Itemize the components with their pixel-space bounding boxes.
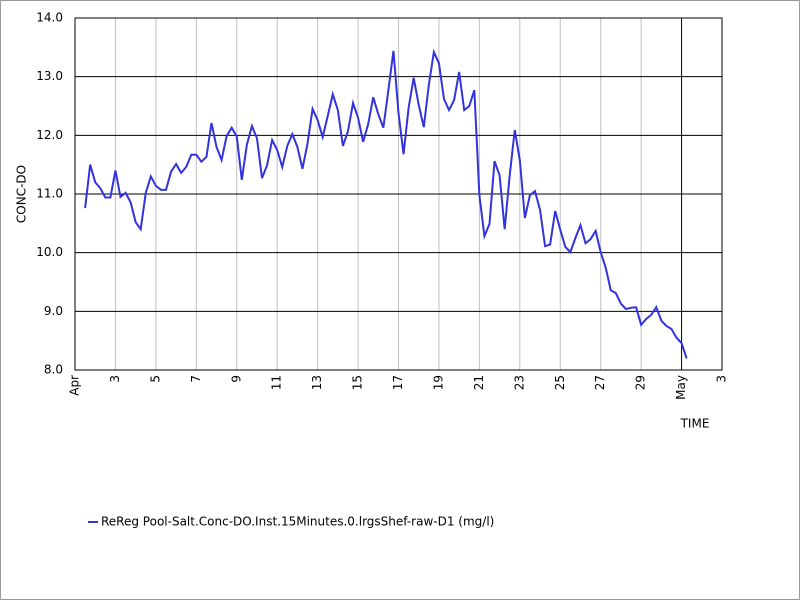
- y-tick-label: 9.0: [44, 304, 63, 318]
- x-tick-label: 17: [391, 375, 405, 390]
- x-axis-label: TIME: [680, 417, 710, 431]
- x-tick-label: 23: [512, 375, 526, 390]
- x-tick-label: 5: [148, 375, 162, 383]
- x-tick-label: 11: [270, 375, 284, 390]
- x-tick-label: 29: [634, 375, 648, 390]
- x-tick-label: 13: [310, 375, 324, 390]
- x-tick-label: 9: [229, 375, 243, 383]
- data-line: [84, 48, 688, 359]
- x-tick-label: 21: [472, 375, 486, 390]
- x-tick-label: Apr: [68, 375, 82, 396]
- y-tick-label: 12.0: [36, 128, 63, 142]
- x-tick-label: 3: [108, 375, 122, 383]
- y-tick-label: 14.0: [36, 11, 63, 25]
- plot-border: [74, 17, 723, 371]
- x-tick-label: 27: [593, 375, 607, 390]
- y-tick-label: 11.0: [36, 187, 63, 201]
- x-tick-label: 3: [715, 375, 729, 383]
- y-tick-label: 13.0: [36, 69, 63, 83]
- x-tick-label: 19: [431, 375, 445, 390]
- y-tick-label: 8.0: [44, 363, 63, 377]
- x-tick-label: 15: [351, 375, 365, 390]
- y-axis-label: CONC-DO: [15, 165, 29, 223]
- y-tick-label: 10.0: [36, 245, 63, 259]
- x-tick-label: 25: [553, 375, 567, 390]
- x-tick-label: 7: [189, 375, 203, 383]
- legend-label: ReReg Pool-Salt.Conc-DO.Inst.15Minutes.0…: [101, 515, 494, 529]
- x-tick-label: May: [674, 375, 688, 400]
